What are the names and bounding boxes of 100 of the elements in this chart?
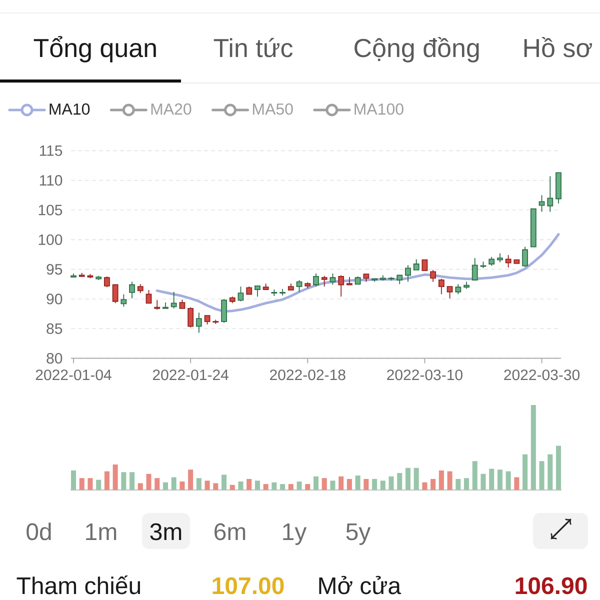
x-tick-label: 2022-01-04 [36,370,112,380]
bar [430,478,436,490]
bar [171,477,176,490]
text: Tham chiếu [16,576,140,594]
legend-label: MA20 [151,103,192,115]
legend-label: MA10 [50,103,90,115]
y-tick-label: 90 [46,294,62,304]
bar [146,474,152,490]
candlestick [288,283,294,291]
x-tick-label: 2022-03-10 [387,370,462,380]
bar [322,478,327,490]
bar [230,484,235,490]
candlestick [78,272,85,277]
text: 5y [346,523,371,545]
bar [364,478,369,490]
candlestick [129,281,136,299]
bar [438,470,444,490]
bar [222,474,227,490]
candlestick [396,274,403,285]
bar [539,461,544,490]
candlestick [254,285,260,298]
y-tick-label: 95 [46,264,62,275]
bar [154,478,160,490]
text: 1y [283,523,307,545]
bar [380,480,386,490]
bar [130,472,135,490]
candlestick [514,259,520,264]
bar [254,480,260,490]
text: 6m [214,523,246,540]
candlestick [405,264,411,282]
bar [497,470,502,490]
bar [506,471,511,490]
candlestick [120,294,127,308]
candlestick [212,319,219,324]
candlestick [363,274,370,282]
bar [288,484,294,490]
candlestick [137,284,144,294]
bar [489,468,494,490]
candlestick [70,273,76,278]
bar [280,484,286,490]
bar [514,477,520,490]
candlestick [338,274,344,298]
bar [355,476,360,490]
bar [138,483,143,490]
candlestick [556,172,562,204]
candlestick [204,315,210,325]
bar [330,480,336,490]
candlestick [221,298,227,324]
y-tick-label: 115 [40,145,62,156]
bar [188,470,194,490]
bar [79,478,84,490]
candlestick [246,286,252,295]
candlestick [229,296,236,304]
bar [548,454,553,490]
legend-label: MA50 [253,103,293,115]
bar [346,478,352,490]
bar [447,471,452,490]
candlestick [430,269,436,282]
bar [71,470,76,490]
text: Tin tức [214,38,293,58]
candlestick [104,276,110,288]
candlestick [271,289,278,296]
bar [213,483,218,490]
bar [314,476,319,490]
candlestick [438,278,444,295]
candlestick [154,300,160,310]
bar [338,476,344,490]
bar [112,464,118,490]
y-tick-label: 110 [40,175,62,186]
candlestick [354,276,361,285]
bar [246,478,252,490]
candlestick [170,291,177,309]
bar [305,484,310,490]
x-tick-label: 2022-01-24 [152,370,228,380]
bar [480,474,486,490]
bar [388,476,394,490]
candlestick [530,208,536,248]
bar [204,480,210,490]
candlestick [280,288,286,296]
candlestick [422,259,428,271]
candlestick [321,275,328,287]
bar [405,468,410,490]
bar [196,478,202,490]
text: 0d [26,522,51,540]
bar [162,482,168,490]
candlestick [522,246,528,268]
bar [96,480,102,490]
bar [397,473,402,490]
bar [104,471,110,490]
candlestick [188,306,194,328]
candlestick [380,274,386,282]
candlestick [505,254,512,268]
candlestick [413,258,420,270]
text: Tổng quan [34,36,156,62]
bar [422,482,428,490]
x-tick-label: 2022-02-18 [270,370,346,380]
text: Cộng đồng [354,37,479,62]
candlestick [472,258,478,280]
candlestick [262,283,269,290]
bar [263,484,268,490]
